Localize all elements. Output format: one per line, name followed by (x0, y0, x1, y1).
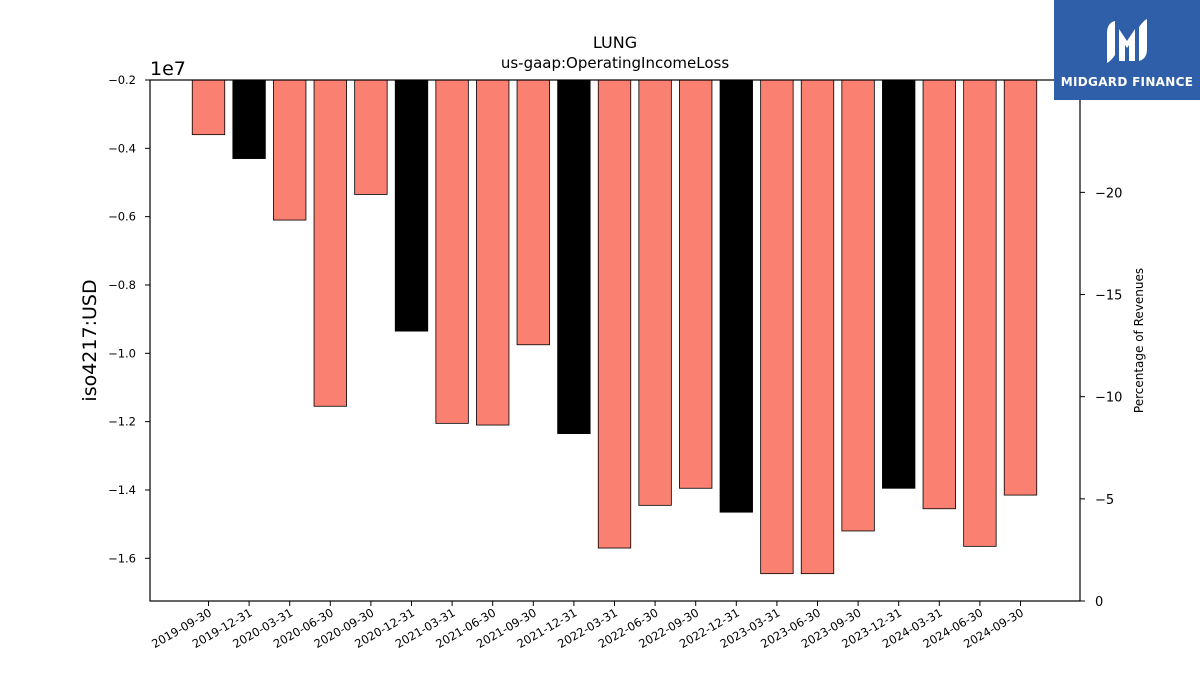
y-tick-label: −1.4 (108, 483, 136, 497)
bar-2022-09-30 (679, 79, 713, 489)
bar-2020-12-31 (394, 79, 429, 332)
chart-title: LUNG (593, 33, 637, 52)
y-tick-label: −0.4 (108, 141, 136, 155)
bar-2023-09-30 (841, 79, 875, 532)
bar-2020-09-30 (354, 79, 388, 195)
bars-layer (191, 79, 1038, 575)
bar-2022-12-31 (719, 79, 753, 513)
bar-2023-12-31 (882, 79, 916, 489)
y2-tick-label: −15 (1095, 289, 1122, 304)
bar-2021-06-30 (476, 79, 510, 426)
y-axis-label: iso4217:USD (79, 279, 101, 401)
y-tick-label: −0.8 (108, 278, 136, 292)
bar-2024-03-31 (922, 79, 956, 510)
bar-2024-09-30 (1003, 79, 1038, 496)
bar-2020-06-30 (313, 79, 347, 407)
y2-tick-label: −10 (1095, 391, 1122, 406)
y2-tick-label: 0 (1095, 595, 1103, 610)
y2-tick-label: −20 (1095, 186, 1122, 201)
y-tick-label: −1.6 (108, 551, 136, 565)
bar-2021-12-31 (557, 79, 591, 434)
bar-2023-06-30 (800, 79, 835, 575)
bar-2019-09-30 (191, 79, 226, 136)
y-axis-offset-text: 1e7 (150, 58, 186, 80)
y-tick-label: −1.0 (108, 346, 136, 360)
y2-axis-label: Percentage of Revenues (1132, 268, 1146, 413)
x-axis: 2019-09-302019-12-312020-03-312020-06-30… (149, 601, 1026, 651)
logo-text: MIDGARD FINANCE (1060, 75, 1194, 89)
chart-subtitle: us-gaap:OperatingIncomeLoss (501, 54, 729, 72)
midgard-logo-icon (1107, 19, 1147, 63)
y2-axis: −25−20−15−10−50 (1080, 84, 1122, 610)
bar-2023-03-31 (760, 79, 794, 575)
bar-2022-06-30 (638, 79, 672, 506)
bar-2022-03-31 (597, 79, 632, 549)
y-tick-label: −1.2 (108, 415, 136, 429)
y2-tick-label: −5 (1095, 493, 1114, 508)
y-tick-label: −0.2 (108, 73, 136, 87)
bar-2019-12-31 (232, 79, 266, 159)
bar-2024-06-30 (963, 79, 997, 547)
midgard-finance-logo: MIDGARD FINANCE (1054, 0, 1200, 100)
bar-2021-09-30 (516, 79, 550, 346)
y-tick-label: −0.6 (108, 210, 136, 224)
bar-2020-03-31 (273, 79, 307, 221)
y-axis: −0.2 −0.4 −0.6 −0.8 −1.0 −1.2 −1.4 −1.6 (108, 73, 150, 565)
bar-2021-03-31 (435, 79, 469, 424)
